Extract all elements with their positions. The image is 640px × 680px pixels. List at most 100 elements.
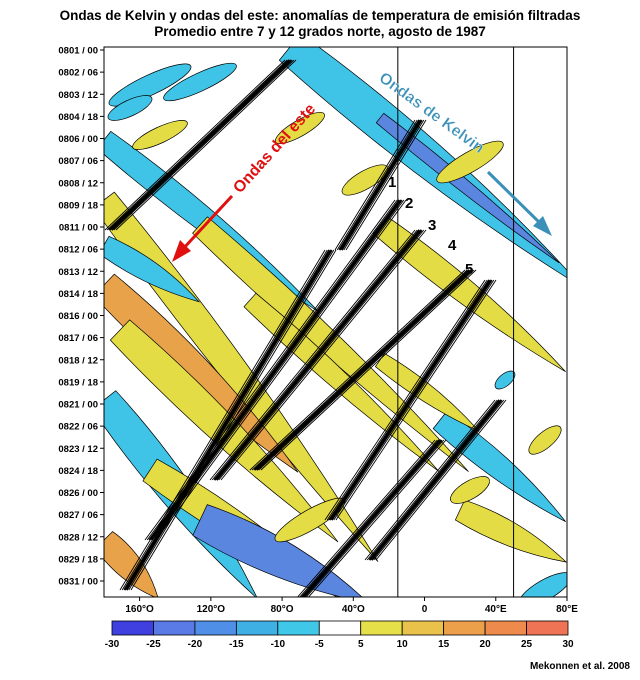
x-tick-label: 80°E xyxy=(556,604,578,615)
chart-title: Ondas de Kelvin y ondas del este: anomal… xyxy=(59,8,581,23)
colorbar-tick-label: 20 xyxy=(480,639,492,650)
contour-lines xyxy=(104,59,507,597)
easterly-arrowhead xyxy=(172,240,191,262)
y-tick-label: 0829 / 18 xyxy=(58,554,98,565)
contour-line xyxy=(368,399,501,561)
contour-line xyxy=(218,229,425,481)
colorbar-segment xyxy=(153,620,196,636)
colorbar-segment xyxy=(526,620,569,636)
plot-frame xyxy=(103,46,568,598)
wave-number-label: 1 xyxy=(388,174,396,191)
colorbar-tick-label: 25 xyxy=(521,639,533,650)
contour-line xyxy=(328,279,491,521)
contour-line xyxy=(155,199,407,541)
colorbar-tick-label: 30 xyxy=(562,639,574,650)
wave-number-label: 3 xyxy=(428,217,436,234)
y-tick-label: 0821 / 00 xyxy=(58,400,98,411)
y-tick-label: 0813 / 12 xyxy=(58,267,98,278)
x-tick-label: 40°E xyxy=(485,604,507,615)
y-tick-label: 0831 / 00 xyxy=(58,577,98,588)
contour-line xyxy=(255,269,473,471)
x-tick-label: 120°O xyxy=(197,604,226,615)
y-tick-label: 0803 / 12 xyxy=(58,90,98,101)
x-axis: 160°O 120°O 80°O 40°O 0 40°E 80°E xyxy=(125,597,578,615)
wave-number-label: 4 xyxy=(448,237,457,254)
colorbar-segment xyxy=(484,620,527,636)
colorbar-segment xyxy=(194,620,237,636)
contour-line xyxy=(260,269,477,471)
anomaly-cell xyxy=(341,164,389,196)
contour-line xyxy=(364,399,496,561)
easterly-band xyxy=(243,292,440,472)
anomaly-cell xyxy=(494,370,516,390)
contour-line xyxy=(302,439,443,597)
anomaly-cell xyxy=(528,425,562,455)
contour-line xyxy=(215,229,423,481)
y-tick-label: 0818 / 12 xyxy=(58,355,98,366)
anomaly-cell xyxy=(108,63,192,107)
contour-line xyxy=(297,439,436,597)
anomaly-cell xyxy=(275,112,325,144)
y-tick-label: 0802 / 06 xyxy=(58,68,98,79)
contour-line xyxy=(150,199,403,541)
y-tick-label: 0828 / 12 xyxy=(58,532,98,543)
anomaly-cell xyxy=(274,497,346,543)
contour-line xyxy=(343,119,425,251)
contour-line xyxy=(336,119,418,251)
easterly-label: Ondas del este xyxy=(230,101,319,197)
contour-line xyxy=(338,119,421,251)
colorbar: -30 -25 -20 -15 -10 -5 5 10 15 20 25 30 xyxy=(105,620,574,650)
y-tick-label: 0804 / 18 xyxy=(58,112,98,123)
colorbar-segment xyxy=(360,620,403,636)
y-tick-label: 0816 / 00 xyxy=(58,311,98,322)
x-tick-label: 0 xyxy=(422,604,428,615)
colorbar-tick-label: 10 xyxy=(397,639,409,650)
contour-line xyxy=(366,399,498,561)
contour-line xyxy=(128,249,335,591)
y-tick-label: 0817 / 06 xyxy=(58,333,98,344)
x-tick-label: 160°O xyxy=(125,604,154,615)
contour-line xyxy=(300,439,441,597)
contour-line xyxy=(113,59,295,231)
contour-line xyxy=(251,269,468,471)
contour-line xyxy=(299,439,438,597)
anomaly-cell xyxy=(132,120,188,150)
colorbar-tick-label: -20 xyxy=(188,639,203,650)
anomaly-cell xyxy=(518,572,567,597)
contour-line xyxy=(370,399,503,561)
x-tick-label: 80°O xyxy=(271,604,294,615)
kelvin-arrow xyxy=(486,170,547,230)
easterly-band xyxy=(432,410,566,523)
contour-line xyxy=(104,59,286,231)
colorbar-tick-label: -5 xyxy=(315,639,324,650)
contour-line xyxy=(110,59,293,231)
y-tick-label: 0819 / 18 xyxy=(58,377,98,388)
anomaly-cell xyxy=(436,140,504,184)
contour-line xyxy=(335,279,497,521)
contour-line xyxy=(258,269,475,471)
contour-line xyxy=(345,119,427,251)
y-tick-label: 0814 / 18 xyxy=(58,289,98,300)
x-tick-label: 40°O xyxy=(342,604,365,615)
anomaly-cell xyxy=(107,95,153,121)
contour-line xyxy=(144,199,396,541)
kelvin-arrowhead xyxy=(533,216,552,236)
contour-line xyxy=(108,59,291,231)
y-tick-label: 0806 / 00 xyxy=(58,134,98,145)
y-tick-label: 0827 / 06 xyxy=(58,510,98,521)
easterly-arrow xyxy=(180,194,234,252)
contour-line xyxy=(253,269,471,471)
easterly-band xyxy=(454,499,567,563)
colorbar-tick-label: -25 xyxy=(146,639,161,650)
contour-line xyxy=(326,279,488,521)
reference-lines xyxy=(397,47,515,597)
contour-line xyxy=(115,59,297,231)
contour-line xyxy=(213,229,421,481)
colorbar-tick-label: 15 xyxy=(438,639,450,650)
y-tick-label: 0812 / 06 xyxy=(58,245,98,256)
contour-line xyxy=(153,199,405,541)
easterly-band xyxy=(104,235,201,303)
y-tick-label: 0826 / 00 xyxy=(58,488,98,499)
colorbar-segment xyxy=(235,620,279,636)
